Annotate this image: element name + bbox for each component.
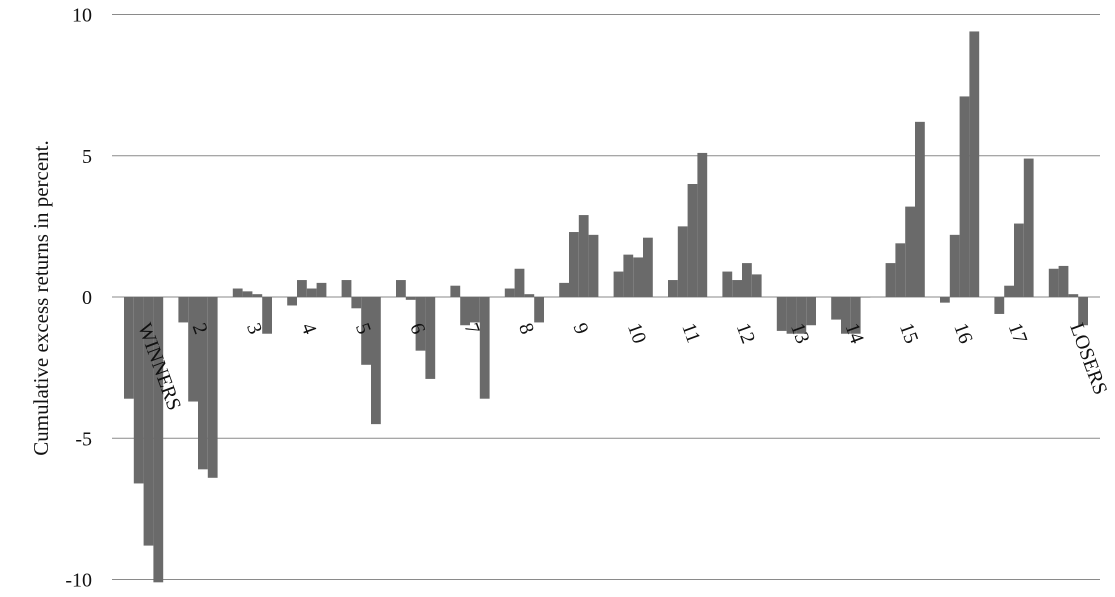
bar bbox=[578, 215, 589, 297]
bar bbox=[860, 297, 871, 298]
bar bbox=[341, 280, 352, 297]
bar bbox=[415, 297, 426, 351]
bar bbox=[994, 297, 1005, 314]
bar bbox=[1048, 268, 1059, 297]
group-label: 9 bbox=[569, 320, 593, 337]
bar bbox=[959, 96, 970, 298]
bar bbox=[885, 263, 896, 297]
bar bbox=[460, 297, 470, 326]
bar bbox=[677, 226, 688, 298]
bar bbox=[613, 271, 624, 297]
gridlines bbox=[112, 14, 1100, 580]
group-label: 8 bbox=[514, 320, 538, 337]
bar bbox=[514, 268, 525, 297]
bar bbox=[643, 237, 653, 298]
group-label: 12 bbox=[732, 320, 760, 346]
bar bbox=[850, 297, 861, 334]
bar bbox=[479, 297, 490, 399]
bar bbox=[153, 297, 164, 583]
bar bbox=[940, 297, 950, 303]
bar bbox=[361, 297, 371, 365]
y-tick-label: -10 bbox=[65, 570, 92, 592]
bar bbox=[687, 184, 698, 297]
group-label: 3 bbox=[242, 320, 266, 337]
bar bbox=[623, 254, 634, 298]
bar bbox=[915, 121, 925, 297]
bar bbox=[969, 31, 980, 297]
bar bbox=[425, 297, 436, 379]
group-label: 10 bbox=[623, 320, 651, 346]
bar bbox=[133, 297, 144, 484]
group-labels: WINNERS 2 3 4 5 6 7 8 9 10 11 12 13 14 15 16 17 LOSERS bbox=[133, 320, 1111, 413]
bar bbox=[242, 291, 253, 297]
bars bbox=[124, 31, 1088, 583]
bar bbox=[841, 297, 851, 334]
bar bbox=[905, 206, 915, 297]
bar bbox=[207, 297, 218, 478]
bar bbox=[524, 294, 535, 298]
bar bbox=[806, 297, 816, 326]
bar bbox=[371, 297, 381, 425]
bar bbox=[831, 297, 841, 320]
y-tick-labels: 10 5 0 -5 -10 bbox=[65, 5, 92, 592]
group-label: 17 bbox=[1004, 320, 1032, 346]
bar bbox=[470, 297, 480, 323]
bar bbox=[588, 234, 599, 297]
bar bbox=[776, 297, 787, 331]
bar bbox=[668, 280, 678, 297]
bar bbox=[178, 297, 189, 323]
bar bbox=[405, 297, 416, 300]
bar bbox=[306, 288, 317, 297]
bar bbox=[262, 297, 272, 334]
bar bbox=[742, 263, 752, 297]
bar bbox=[796, 297, 807, 334]
bar bbox=[949, 234, 960, 297]
bar bbox=[1004, 285, 1014, 297]
bar bbox=[252, 294, 263, 298]
y-tick-label: 0 bbox=[82, 287, 92, 309]
group-label: 16 bbox=[949, 320, 977, 346]
bar bbox=[751, 274, 762, 297]
bar bbox=[1014, 223, 1024, 297]
y-axis-title: Cumulative excess returns in percent. bbox=[29, 140, 53, 455]
y-tick-label: -5 bbox=[75, 428, 92, 450]
y-tick-label: 5 bbox=[82, 146, 92, 168]
bar bbox=[188, 297, 198, 402]
bar bbox=[287, 297, 297, 306]
bar bbox=[351, 297, 362, 309]
bar bbox=[232, 288, 243, 297]
bar bbox=[450, 285, 461, 297]
bar bbox=[297, 280, 307, 297]
group-label: 4 bbox=[297, 320, 321, 337]
bar bbox=[124, 297, 134, 399]
bar bbox=[697, 152, 708, 297]
bar bbox=[722, 271, 733, 297]
group-label: LOSERS bbox=[1065, 320, 1111, 398]
bar bbox=[732, 280, 742, 297]
bar bbox=[534, 297, 544, 323]
bar bbox=[316, 282, 327, 298]
group-label: 11 bbox=[677, 320, 704, 346]
bar bbox=[633, 257, 643, 297]
bar bbox=[1058, 265, 1069, 298]
bar bbox=[1078, 297, 1088, 326]
bar bbox=[786, 297, 797, 334]
bar bbox=[198, 297, 208, 470]
bar bbox=[559, 282, 569, 298]
y-tick-label: 10 bbox=[72, 5, 92, 27]
bar bbox=[396, 280, 406, 297]
bar bbox=[504, 288, 515, 297]
group-label: 15 bbox=[895, 320, 923, 346]
bar bbox=[143, 297, 154, 546]
bar bbox=[1068, 294, 1079, 298]
bar bbox=[895, 243, 906, 297]
bar bbox=[1023, 158, 1034, 297]
bar bbox=[569, 232, 579, 297]
